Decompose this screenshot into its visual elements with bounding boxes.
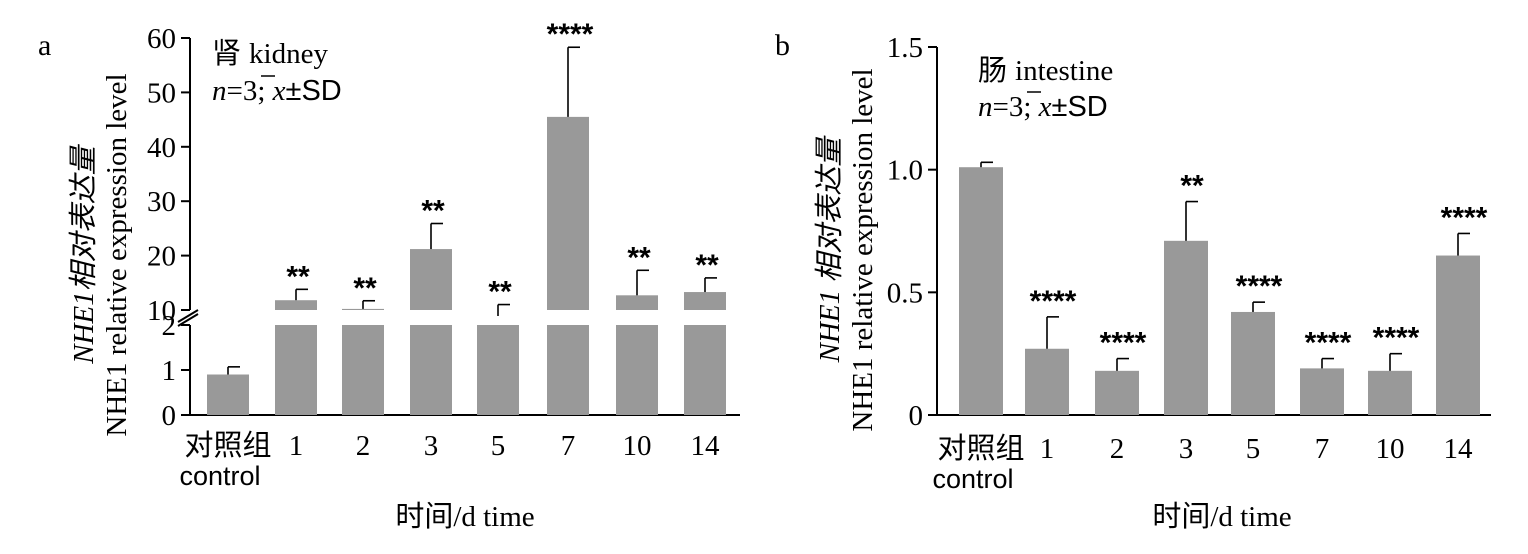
- panel-a-bar-lower-segment: [547, 325, 589, 415]
- panel-a-y-tick-label: 50: [147, 77, 176, 109]
- panel-b-bar: [1164, 240, 1208, 415]
- panel-a-significance-marker: **: [286, 260, 310, 293]
- panel-b-ylabel-en: NHE1 relative expression level: [847, 68, 879, 431]
- panel-a-x-tick-label: 1: [289, 430, 304, 462]
- panel-a-x-tick-label: 7: [561, 430, 576, 462]
- panel-b-xlabel: 时间/d time: [1152, 500, 1291, 533]
- panel-b-x-tick-sublabel: control: [932, 464, 1013, 494]
- panel-a-bar-lower-segment: [616, 325, 658, 415]
- panel-a-bar-lower-segment: [342, 325, 384, 415]
- panel-b-significance-marker: ****: [1236, 270, 1283, 303]
- panel-b-x-tick-label: 对照组: [937, 432, 1024, 465]
- panel-a-y-tick-label: 2: [162, 310, 177, 342]
- panel-a-bar: [547, 116, 589, 310]
- panel-a-ylabel-cn: NHE1相对表达量: [68, 143, 100, 365]
- panel-a-stat-note: n=3; x±SD: [212, 75, 342, 107]
- panel-a-significance-marker: **: [353, 272, 377, 305]
- panel-b-significance-marker: **: [1180, 170, 1204, 203]
- panel-a-bar-lower-segment: [477, 325, 519, 415]
- panel-a-labels: 对照组 ** 1 ** 2 ** 3 ** 5 **** 7 ** 10 ** 14 control: [179, 18, 720, 491]
- panel-a-significance-marker: **: [627, 241, 651, 274]
- panel-b-x-tick-label: 5: [1246, 433, 1261, 465]
- panel-b-y-tick-label: 0.5: [887, 277, 923, 309]
- panel-a-significance-marker: ****: [547, 18, 594, 51]
- panel-b-significance-marker: ****: [1305, 327, 1352, 360]
- panel-a-axes: 0 1 210 20 30 40 50 60: [147, 23, 740, 432]
- panel-a-y-tick-label: 40: [147, 132, 176, 164]
- panel-a-ylabel-en: NHE1 relative expression level: [101, 73, 133, 436]
- panel-b-bar: [1368, 370, 1412, 415]
- panel-b-x-tick-label: 1: [1040, 433, 1055, 465]
- xbar-symbol: x: [272, 75, 286, 107]
- panel-b-bar: [1095, 370, 1139, 415]
- panel-a-bar: [410, 249, 452, 310]
- panel-a-x-tick-label: 14: [691, 430, 721, 462]
- panel-b-significance-marker: ****: [1030, 285, 1077, 318]
- panel-a-y-tick-label: 60: [147, 23, 176, 55]
- panel-b-x-tick-label: 3: [1179, 433, 1194, 465]
- panel-b-significance-marker: ****: [1373, 322, 1420, 355]
- panel-b-title-cn: 肠: [978, 55, 1007, 87]
- panel-a-x-tick-sublabel: control: [179, 461, 260, 491]
- panel-a-title-en: kidney: [249, 38, 328, 70]
- panel-b-x-tick-label: 10: [1376, 433, 1405, 465]
- panel-a-letter: a: [38, 29, 51, 62]
- panel-b-y-tick-label: 1.0: [887, 155, 923, 187]
- panel-a-axis-break-mark: [177, 309, 199, 323]
- panel-a-significance-marker: **: [488, 276, 512, 309]
- panel-b-title-en: intestine: [1015, 55, 1113, 87]
- panel-a-bar: [207, 374, 249, 415]
- panel-a-x-tick-label: 5: [491, 430, 506, 462]
- panel-a-xlabel: 时间/d time: [395, 500, 534, 533]
- panel-a-y-tick-label: 30: [147, 186, 176, 218]
- panel-b-x-tick-label: 14: [1444, 433, 1474, 465]
- panel-a-bar-lower-segment: [684, 325, 726, 415]
- panel-a-bar: [342, 308, 384, 310]
- panel-a-y-tick-label: 10: [147, 295, 176, 327]
- panel-a-y-tick-label: 20: [147, 241, 176, 273]
- panel-a-bars: [207, 46, 726, 415]
- panel-b-y-tick-label: 1.5: [887, 32, 923, 64]
- panel-b-intestine: b 肠 intestine n=3; x±SD NHE1 相对表达量 NHE1 r…: [775, 29, 1491, 533]
- panel-b-significance-marker: ****: [1441, 201, 1488, 234]
- panel-a-kidney: a 肾 kidney n=3; x±SD NHE1相对表达量 NHE1 relat…: [38, 18, 740, 533]
- panel-a-x-tick-label: 2: [356, 430, 371, 462]
- panel-a-bar: [684, 292, 726, 310]
- panel-b-bar: [1436, 255, 1480, 415]
- panel-b-title: 肠 intestine: [978, 55, 1113, 87]
- panel-a-bar-lower-segment: [410, 325, 452, 415]
- panel-b-stat-note: n=3; x±SD: [978, 91, 1108, 123]
- panel-b-bar: [1231, 311, 1275, 415]
- panel-b-x-tick-label: 2: [1110, 433, 1125, 465]
- panel-b-y-tick-label: 0: [909, 400, 924, 432]
- panel-a-x-tick-label: 对照组: [184, 429, 271, 462]
- panel-b-x-tick-label: 7: [1315, 433, 1330, 465]
- panel-b-bars: [959, 161, 1480, 415]
- panel-a-x-tick-label: 3: [424, 430, 439, 462]
- panel-b-bar: [1025, 348, 1069, 415]
- panel-b-ylabel-cn: NHE1 相对表达量: [814, 135, 846, 364]
- panel-b-letter: b: [775, 29, 790, 62]
- panel-b-significance-marker: ****: [1100, 327, 1147, 360]
- panel-a-bar-lower-segment: [275, 325, 317, 415]
- panel-a-y-tick-label: 0: [162, 400, 177, 432]
- panel-a-bar: [275, 300, 317, 310]
- panel-a-significance-marker: **: [695, 249, 719, 282]
- xbar-symbol: x: [1038, 91, 1052, 123]
- panel-a-significance-marker: **: [421, 195, 445, 228]
- panel-b-bar: [1300, 368, 1344, 415]
- panel-a-x-tick-label: 10: [623, 430, 652, 462]
- panel-a-y-tick-label: 1: [162, 355, 177, 387]
- panel-a-title-cn: 肾: [212, 38, 241, 70]
- panel-a-title: 肾 kidney: [212, 38, 328, 70]
- panel-a-bar: [616, 295, 658, 310]
- panel-b-labels: 对照组 **** 1 **** 2 ** 3 **** 5 **** 7 **** 10 **** 14 co…: [932, 170, 1487, 494]
- panel-b-bar: [959, 167, 1003, 415]
